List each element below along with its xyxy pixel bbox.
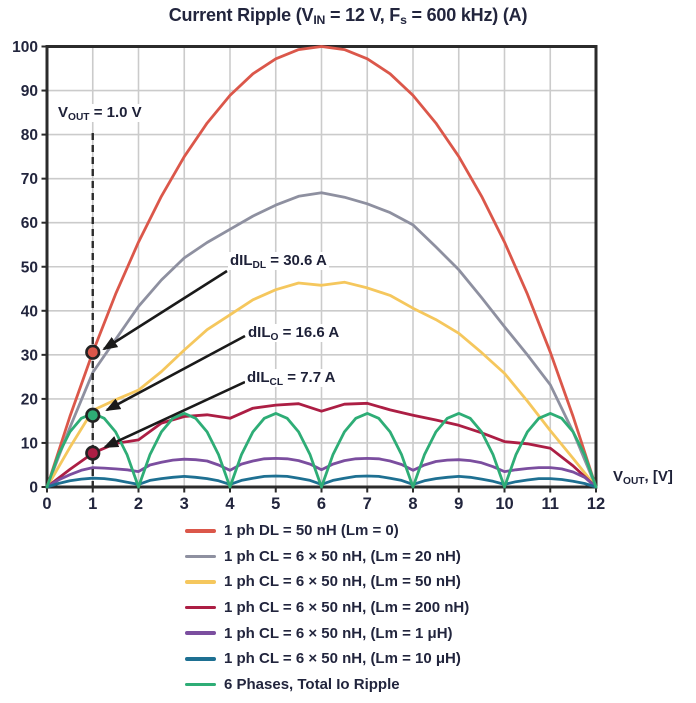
legend-label: 6 Phases, Total Io Ripple: [224, 675, 400, 693]
y-tick-label: 50: [21, 259, 38, 276]
x-tick-label: 4: [225, 495, 235, 513]
annotation-dil-dl: dILDL = 30.6 A: [228, 252, 329, 271]
y-tick-label: 40: [21, 303, 38, 320]
legend-item: 1 ph CL = 6 × 50 nH, (Lm = 200 nH): [185, 595, 469, 621]
y-tick-label: 100: [12, 39, 38, 56]
series-path-6: [45, 412, 598, 489]
annotation-arrow-0: [102, 269, 228, 351]
series-path-4: [45, 457, 598, 489]
legend-swatch-green: [185, 682, 216, 687]
x-tick-label: 1: [88, 495, 97, 513]
legend-label: 1 ph CL = 6 × 50 nH, (Lm = 1 μH): [224, 624, 453, 642]
legend-label: 1 ph CL = 6 × 50 nH, (Lm = 50 nH): [224, 573, 461, 591]
x-tick-label: 3: [180, 495, 189, 513]
x-tick-label: 8: [408, 495, 417, 513]
legend-swatch-gray: [185, 554, 216, 559]
legend-label: 1 ph CL = 6 × 50 nH, (Lm = 20 nH): [224, 547, 461, 565]
marker-dot-1: [85, 407, 101, 423]
legend-item: 1 ph DL = 50 nH (Lm = 0): [185, 518, 469, 544]
legend-item: 1 ph CL = 6 × 50 nH, (Lm = 1 μH): [185, 620, 469, 646]
series-path-3: [45, 401, 598, 489]
marker-dot-2: [85, 445, 101, 461]
y-tick-label: 30: [21, 347, 38, 364]
annotation-dil-cl: dILCL = 7.7 A: [245, 369, 338, 388]
annotation-arrow-2: [103, 380, 246, 449]
x-tick-label: 2: [134, 495, 143, 513]
y-tick-label: 90: [21, 83, 38, 100]
annotation-arrow-1: [105, 334, 246, 412]
chart-title: Current Ripple (VIN = 12 V, Fs = 600 kHz…: [168, 5, 528, 28]
legend-swatch-purple: [185, 631, 216, 635]
y-tick-label: 10: [21, 435, 38, 452]
series-path-2: [45, 280, 598, 489]
x-tick-label: 0: [42, 495, 51, 513]
marker-dot-0: [85, 344, 101, 360]
vout-marker-label: VOUT = 1.0 V: [56, 104, 144, 123]
y-tick-label: 20: [21, 391, 38, 408]
legend-swatch-yellow: [185, 580, 216, 584]
chart-legend: 1 ph DL = 50 nH (Lm = 0) 1 ph CL = 6 × 5…: [185, 518, 469, 697]
series-path-0: [45, 45, 598, 489]
y-tick-label: 80: [21, 127, 38, 144]
x-tick-label: 12: [587, 495, 605, 513]
annotation-dil-o: dILO = 16.6 A: [246, 324, 342, 343]
legend-label: 1 ph CL = 6 × 50 nH, (Lm = 10 μH): [224, 650, 461, 668]
legend-label: 1 ph CL = 6 × 50 nH, (Lm = 200 nH): [224, 599, 470, 617]
legend-item: 1 ph CL = 6 × 50 nH, (Lm = 10 μH): [185, 646, 469, 672]
legend-swatch-red: [185, 529, 216, 533]
x-tick-label: 9: [454, 495, 463, 513]
y-tick-label: 0: [29, 480, 38, 497]
legend-item: 1 ph CL = 6 × 50 nH, (Lm = 20 nH): [185, 544, 469, 570]
x-tick-label: 10: [495, 495, 513, 513]
x-tick-label: 7: [363, 495, 372, 513]
legend-item: 6 Phases, Total Io Ripple: [185, 672, 469, 698]
series-path-1: [45, 191, 598, 489]
legend-label: 1 ph DL = 50 nH (Lm = 0): [224, 522, 399, 540]
legend-item: 1 ph CL = 6 × 50 nH, (Lm = 50 nH): [185, 569, 469, 595]
y-tick-label: 70: [21, 171, 38, 188]
legend-swatch-crimson: [185, 605, 216, 610]
y-tick-label: 60: [21, 215, 38, 232]
x-tick-label: 6: [317, 495, 326, 513]
x-axis-label: VOUT, [V]: [613, 468, 673, 487]
x-tick-label: 5: [271, 495, 280, 513]
legend-swatch-blue: [185, 657, 216, 661]
x-tick-label: 11: [542, 495, 559, 513]
